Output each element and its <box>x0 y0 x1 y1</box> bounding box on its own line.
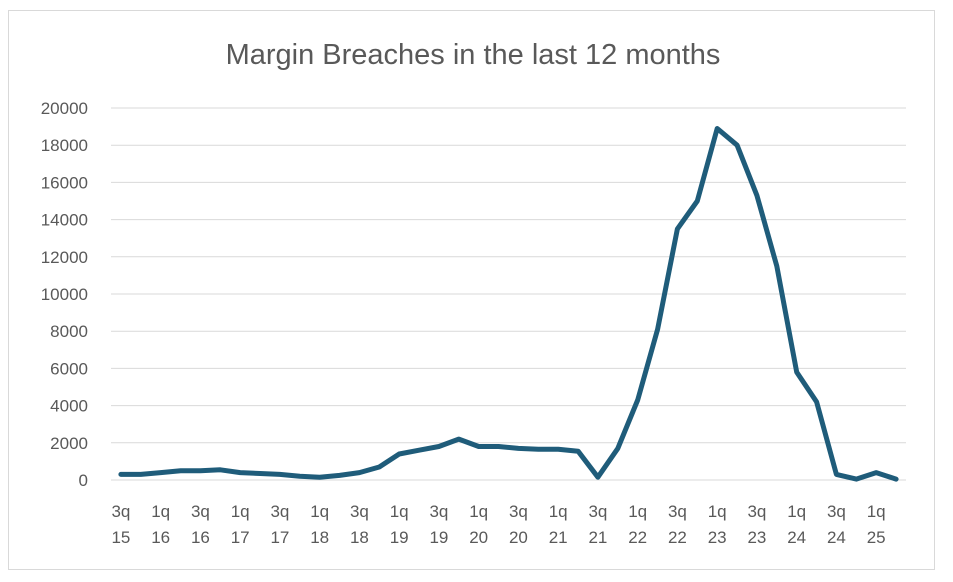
x-tick-label: 3q 17 <box>270 502 289 547</box>
x-tick-label: 1q 25 <box>867 502 886 547</box>
y-tick-label: 16000 <box>41 173 88 192</box>
y-tick-label: 2000 <box>50 434 88 453</box>
y-tick-label: 10000 <box>41 285 88 304</box>
y-tick-label: 14000 <box>41 211 88 230</box>
x-tick-label: 1q 18 <box>310 502 329 547</box>
x-tick-label: 3q 18 <box>350 502 369 547</box>
y-tick-label: 12000 <box>41 248 88 267</box>
x-tick-label: 3q 20 <box>509 502 528 547</box>
y-tick-label: 18000 <box>41 136 88 155</box>
x-tick-label: 1q 19 <box>390 502 409 547</box>
x-tick-label: 1q 16 <box>151 502 170 547</box>
x-axis-ticks: 3q 15 1q 16 3q 16 1q 17 3q 17 1q 18 3q 18 1q 19 3q 19 1q 20… <box>111 502 885 547</box>
y-axis-ticks: 0 2000 4000 6000 8000 10000 12000 14000 16000 180… <box>41 99 88 490</box>
x-tick-label: 3q 24 <box>827 502 846 547</box>
series-line <box>118 126 899 482</box>
y-tick-label: 4000 <box>50 397 88 416</box>
x-tick-label: 1q 17 <box>231 502 250 547</box>
x-tick-label: 3q 23 <box>747 502 766 547</box>
y-tick-label: 8000 <box>50 322 88 341</box>
chart-title: Margin Breaches in the last 12 months <box>226 39 721 71</box>
gridlines <box>111 107 906 481</box>
series-layer <box>118 126 899 482</box>
x-tick-label: 1q 20 <box>469 502 488 547</box>
x-tick-label: 3q 22 <box>668 502 687 547</box>
x-tick-label: 1q 21 <box>549 502 568 547</box>
y-tick-label: 0 <box>79 471 88 490</box>
y-tick-label: 20000 <box>41 99 88 118</box>
x-tick-label: 3q 19 <box>429 502 448 547</box>
x-tick-label: 3q 21 <box>588 502 607 547</box>
x-tick-label: 3q 16 <box>191 502 210 547</box>
x-tick-label: 1q 23 <box>708 502 727 547</box>
x-tick-label: 3q 15 <box>111 502 130 547</box>
x-tick-label: 1q 22 <box>628 502 647 547</box>
x-tick-label: 1q 24 <box>787 502 806 547</box>
y-tick-label: 6000 <box>50 359 88 378</box>
